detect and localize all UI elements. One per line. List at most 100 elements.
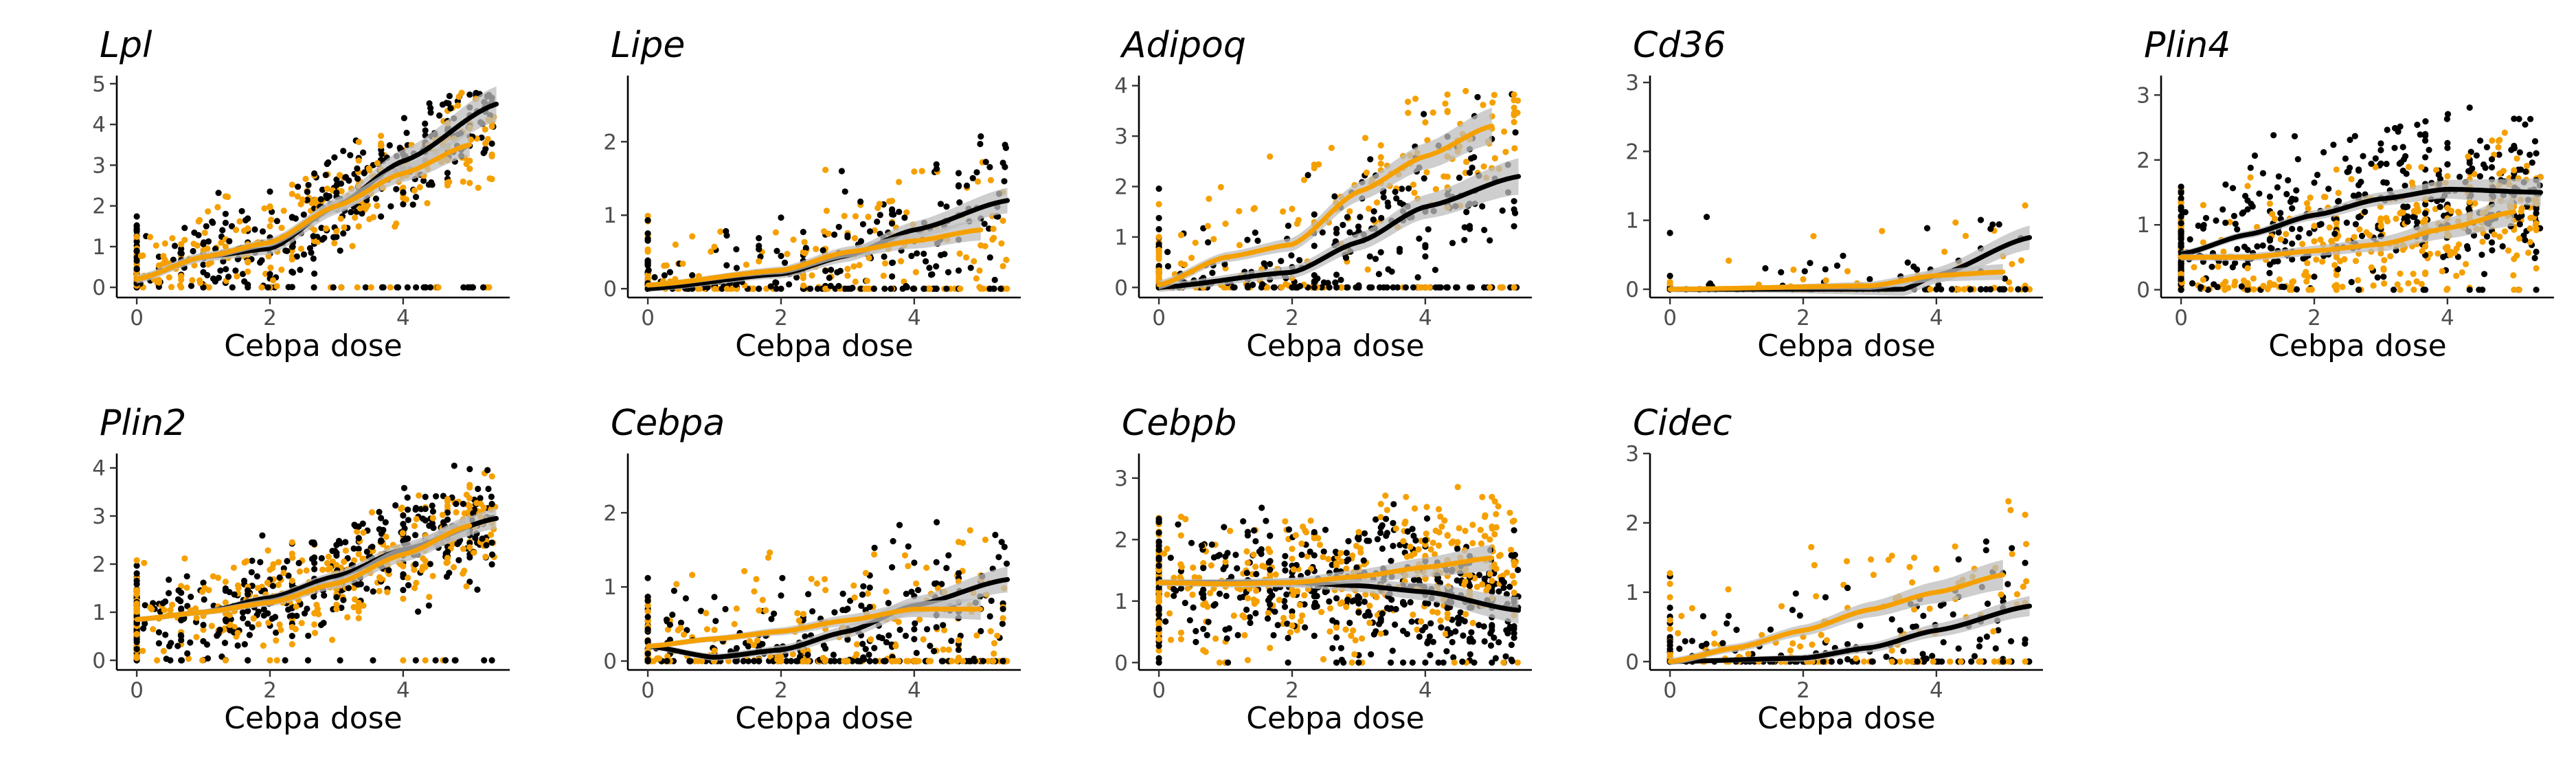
data-point	[1346, 619, 1353, 627]
data-point	[1205, 239, 1212, 246]
data-point	[413, 284, 420, 291]
data-point	[828, 267, 835, 273]
data-point	[300, 211, 307, 218]
data-point	[376, 587, 383, 594]
data-point	[333, 601, 340, 608]
data-point	[1368, 284, 1375, 291]
data-point	[276, 621, 283, 628]
data-point	[644, 626, 651, 633]
data-point	[1407, 544, 1414, 550]
data-point	[429, 572, 436, 580]
data-point	[1416, 634, 1423, 640]
data-point	[273, 657, 280, 664]
data-point	[765, 554, 771, 561]
data-point	[1244, 657, 1251, 664]
data-point	[2295, 234, 2302, 240]
data-point	[1844, 268, 1851, 275]
data-point	[370, 214, 377, 221]
data-point	[890, 211, 897, 218]
data-point	[733, 658, 740, 664]
data-point	[754, 637, 760, 644]
data-point	[1482, 533, 1489, 539]
data-point	[1840, 252, 1846, 259]
data-point	[2300, 255, 2307, 262]
data-point	[1469, 620, 1476, 627]
data-point	[1320, 554, 1326, 561]
data-point	[161, 256, 168, 263]
data-point	[841, 188, 848, 195]
data-point	[2307, 194, 2314, 201]
data-point	[1434, 609, 1441, 616]
data-point	[200, 638, 207, 645]
data-point	[159, 600, 166, 607]
data-point	[1155, 546, 1162, 553]
orange-smooth-line	[134, 142, 473, 282]
data-point	[822, 587, 829, 594]
data-point	[789, 651, 796, 658]
data-point	[865, 214, 872, 221]
x-tick-label: 2	[1796, 306, 1810, 331]
data-point	[2413, 201, 2420, 208]
data-point	[2533, 248, 2540, 256]
data-point	[289, 550, 295, 557]
data-point	[400, 657, 407, 664]
data-point	[464, 284, 471, 291]
data-point	[911, 636, 918, 642]
data-point	[2489, 247, 2496, 254]
data-point	[1454, 546, 1461, 552]
data-point	[2435, 171, 2442, 178]
data-point	[1173, 587, 1179, 594]
data-point	[1377, 154, 1384, 161]
data-point	[740, 658, 747, 664]
data-point	[1270, 284, 1277, 291]
data-point	[830, 651, 837, 658]
data-point	[2505, 247, 2512, 254]
data-point	[1161, 550, 1168, 557]
data-point	[2007, 286, 2014, 293]
data-point	[2311, 223, 2318, 229]
data-point	[2402, 182, 2408, 189]
data-point	[1487, 237, 1493, 244]
data-point	[1451, 659, 1458, 666]
data-point	[435, 284, 442, 291]
data-point	[365, 165, 372, 172]
data-point	[1204, 631, 1210, 639]
data-point	[905, 543, 912, 550]
data-point	[2422, 243, 2429, 250]
data-point	[2394, 281, 2401, 288]
data-point	[427, 104, 434, 111]
data-point	[427, 109, 434, 116]
data-point	[1503, 591, 1510, 598]
data-point	[444, 509, 451, 516]
data-point	[1474, 93, 1481, 100]
data-point	[1333, 619, 1340, 627]
data-point	[1175, 521, 1182, 528]
data-point	[200, 247, 207, 254]
data-point	[1425, 226, 1432, 233]
data-point	[1414, 626, 1421, 633]
data-point	[2397, 270, 2404, 277]
data-point	[677, 619, 685, 626]
x-axis-title: Cebpa dose	[1246, 328, 1424, 363]
data-point	[1333, 271, 1340, 278]
data-point	[911, 168, 918, 175]
data-point	[1177, 629, 1184, 636]
data-point	[1366, 537, 1372, 544]
data-point	[376, 508, 383, 515]
data-point	[355, 157, 362, 164]
data-point	[1289, 608, 1296, 615]
data-point	[991, 650, 997, 657]
y-tick-label: 3	[1114, 467, 1128, 491]
data-point	[1326, 284, 1333, 291]
data-point	[978, 133, 984, 140]
data-point	[1206, 195, 1212, 202]
data-point	[759, 596, 766, 603]
data-point	[1375, 271, 1382, 278]
data-point	[1239, 612, 1246, 619]
data-point	[1236, 208, 1243, 214]
data-point	[2414, 219, 2421, 225]
data-point	[1184, 585, 1191, 592]
data-point	[784, 251, 791, 258]
data-point	[984, 658, 991, 664]
